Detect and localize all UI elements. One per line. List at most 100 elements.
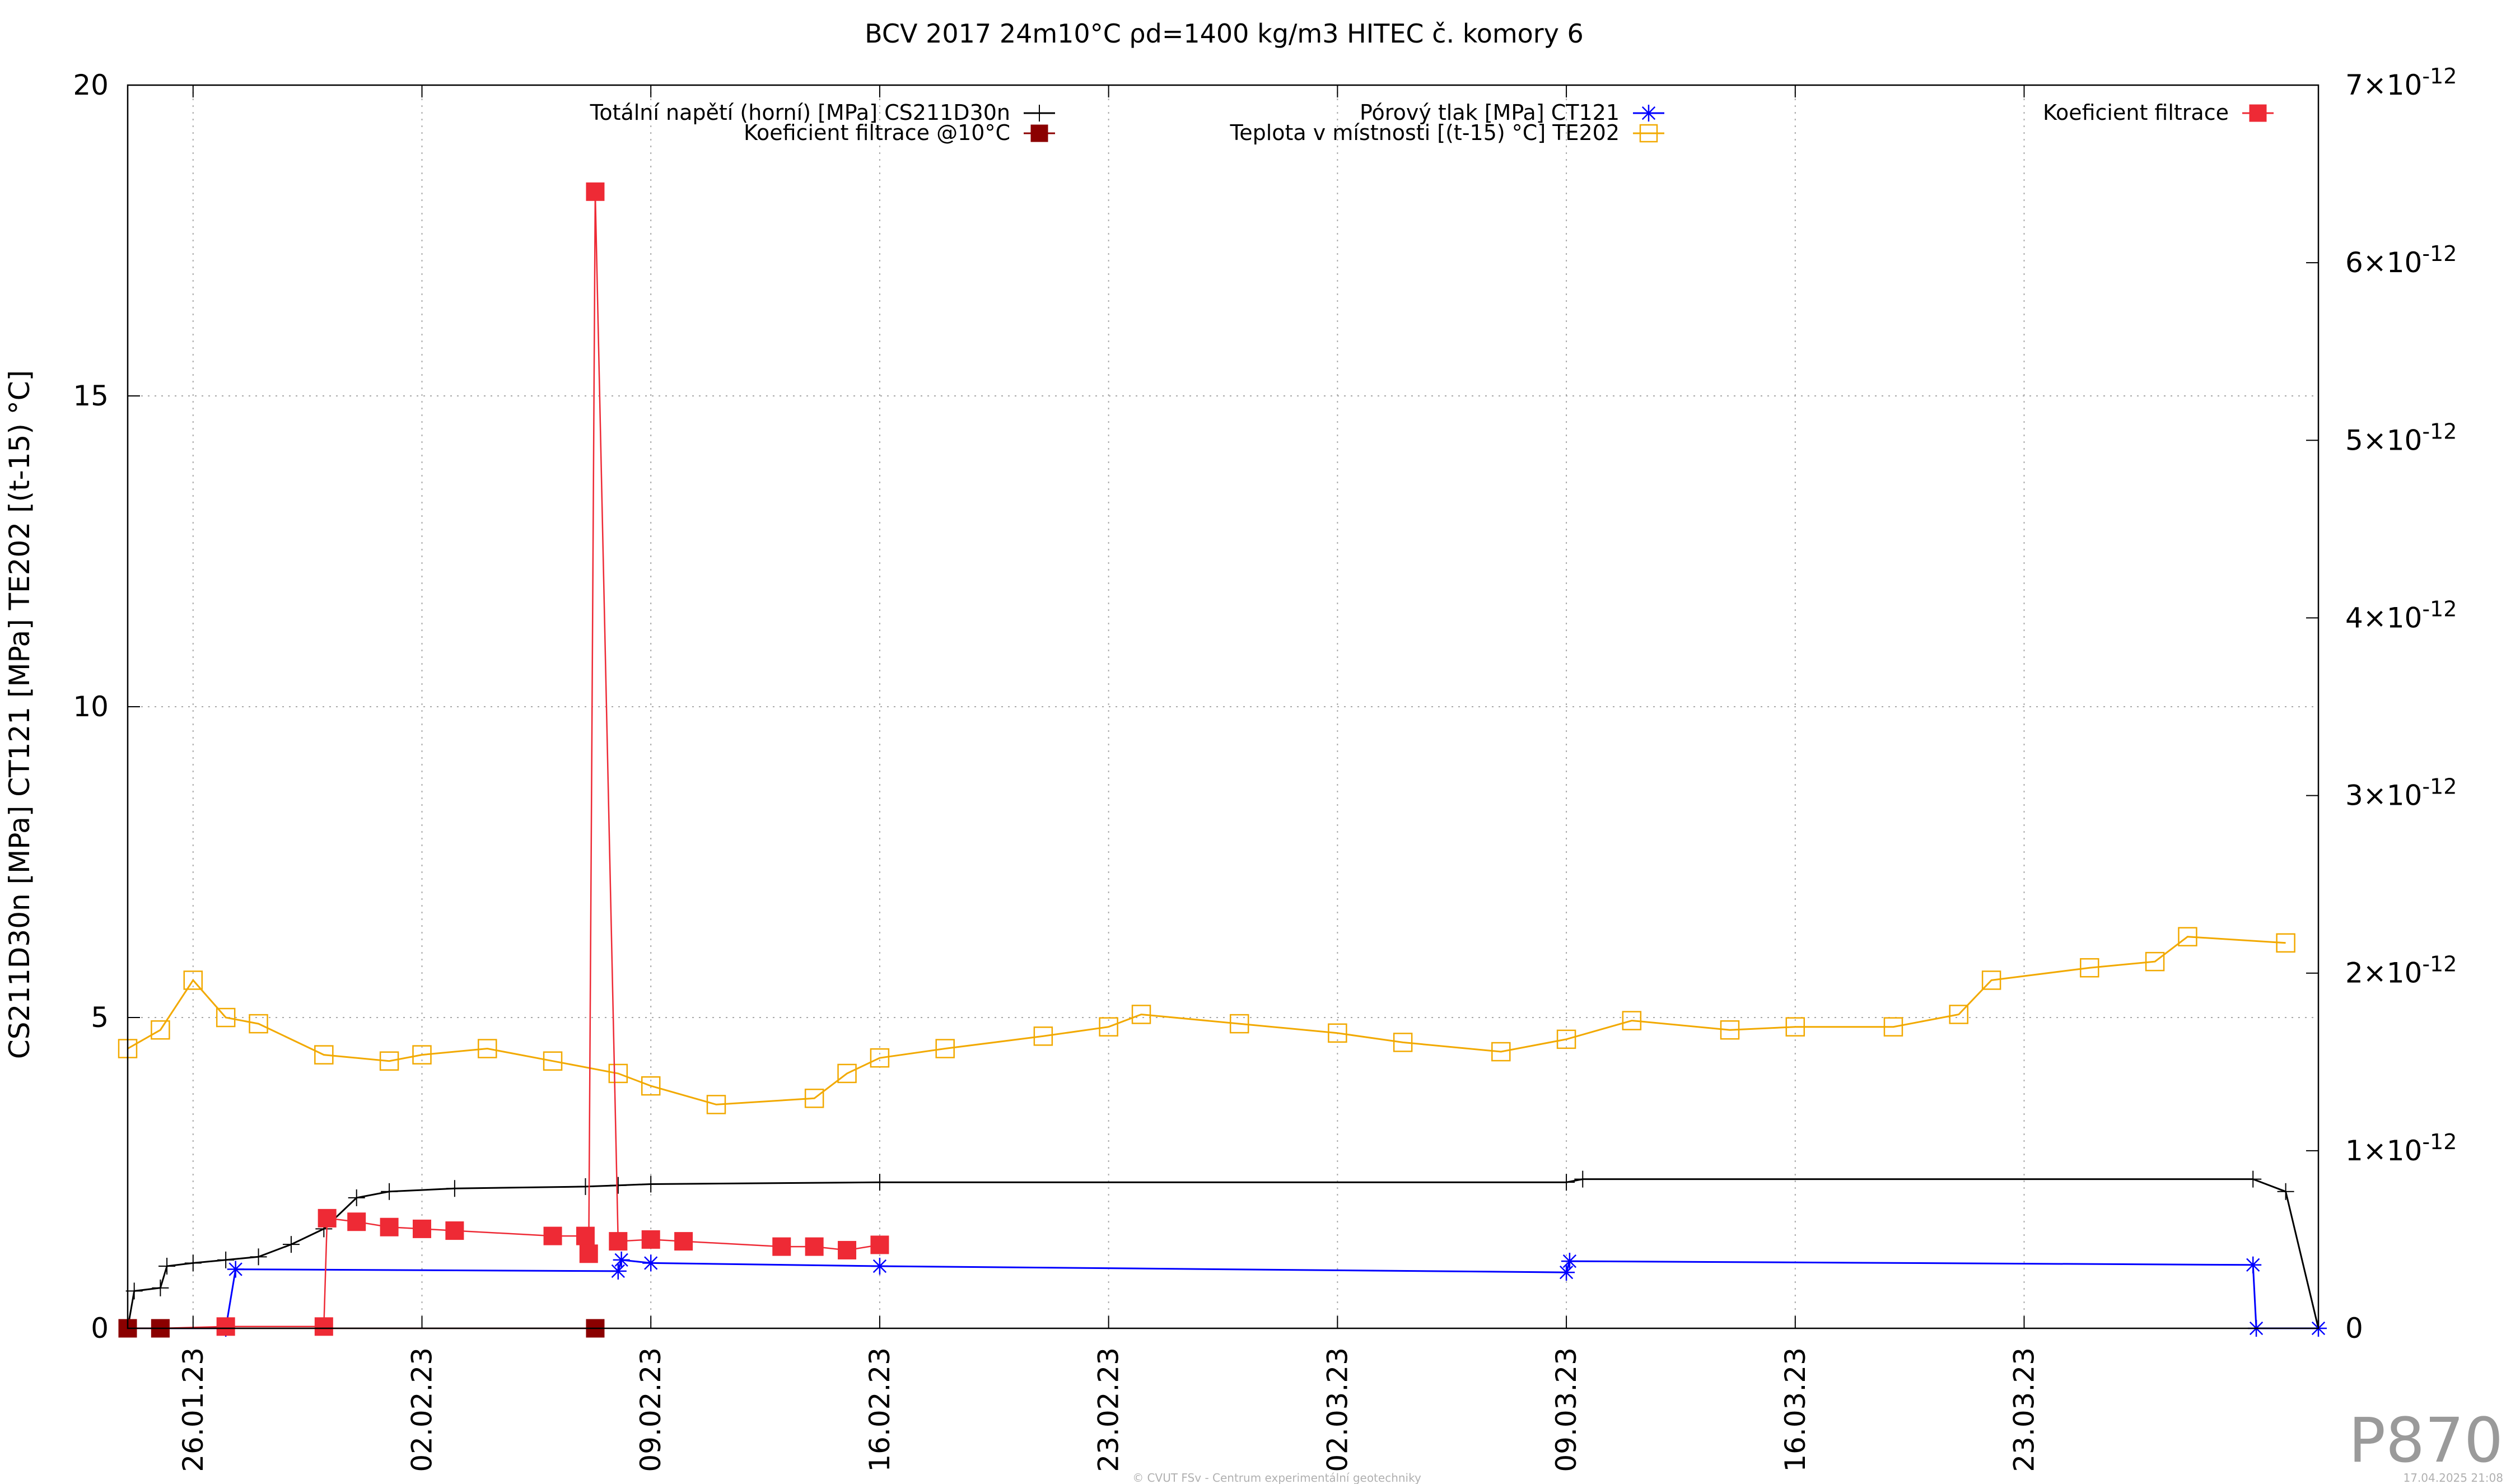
data-point (1785, 1017, 1805, 1037)
data-point (838, 1240, 857, 1259)
data-point (642, 1175, 660, 1193)
data-point (2080, 958, 2099, 978)
data-point (348, 1189, 365, 1206)
y2-tick-label: 5×10-12 (2345, 419, 2457, 456)
plot-frame (127, 84, 2320, 1329)
data-point (151, 1020, 170, 1040)
data-point (609, 1232, 628, 1251)
legend-entry: Teplota v místnosti [(t-15) °C] TE202 (1229, 120, 1664, 145)
data-point (2249, 104, 2267, 122)
data-point (935, 1039, 955, 1058)
y2-tick-label: 1×10-12 (2345, 1130, 2457, 1167)
y-tick-label: 20 (73, 69, 109, 101)
y-tick-label: 10 (73, 690, 109, 723)
data-point-d2 (1559, 1265, 1574, 1280)
data-point (125, 1282, 143, 1300)
data-point (1229, 1014, 1249, 1034)
data-point (871, 1258, 888, 1275)
legend-entry: Pórový tlak [MPa] CT121 (1360, 100, 1664, 125)
x-tick-label: 09.03.23 (1550, 1347, 1583, 1472)
data-point (1030, 124, 1048, 142)
data-point (412, 1219, 431, 1238)
legend-entry: Koeficient filtrace (2043, 100, 2274, 125)
x-tick-label: 23.03.23 (2008, 1347, 2041, 1472)
data-point (613, 1251, 630, 1268)
data-point (216, 1317, 235, 1336)
data-point (1883, 1017, 1903, 1037)
data-point-d2 (2246, 1258, 2260, 1272)
x-tick-label: 02.03.23 (1321, 1347, 1354, 1472)
data-point (543, 1226, 562, 1245)
data-point (543, 1051, 563, 1071)
data-point (2145, 951, 2165, 972)
data-point (380, 1217, 399, 1236)
data-point (183, 970, 203, 990)
data-point-d2 (644, 1256, 658, 1270)
y2-tick-label: 4×10-12 (2345, 596, 2457, 634)
data-point (478, 1039, 497, 1058)
page-code: P870 (2349, 1404, 2503, 1476)
legend: Koeficient filtrace Totální napětí (horní… (590, 100, 2274, 145)
data-point (1720, 1020, 1740, 1040)
data-point (314, 1045, 334, 1065)
data-point (1622, 1011, 1642, 1030)
data-point (641, 1076, 661, 1096)
y-tick-label: 15 (73, 380, 109, 412)
data-point (577, 1178, 594, 1195)
data-point (837, 1063, 857, 1084)
data-point-d2 (228, 1262, 242, 1276)
data-point (152, 1279, 169, 1296)
data-point (642, 1254, 660, 1272)
data-point (1328, 1023, 1347, 1043)
data-point-d2 (614, 1253, 628, 1267)
data-point (446, 1180, 463, 1197)
data-point (1981, 970, 2001, 990)
x-tick-label: 09.02.23 (634, 1347, 667, 1472)
data-point-d2 (872, 1259, 887, 1273)
y-tick-label: 5 (91, 1001, 109, 1034)
x-tick-label: 16.03.23 (1779, 1347, 1812, 1472)
data-point (1393, 1033, 1413, 1052)
data-point (227, 1261, 244, 1278)
data-point (249, 1014, 268, 1034)
data-point (314, 1317, 333, 1336)
data-point (1561, 1253, 1578, 1270)
series-line (127, 936, 2286, 1105)
data-point (381, 1183, 398, 1200)
data-point (2276, 933, 2295, 953)
data-point (772, 1237, 791, 1256)
data-point (282, 1236, 300, 1253)
data-point (609, 1177, 627, 1194)
series-layer (118, 182, 2327, 1338)
credit-note: © CVUT FSv - Centrum experimentální geot… (1132, 1471, 1421, 1484)
data-point (1574, 1170, 1592, 1188)
data-point (318, 1208, 337, 1228)
axes: 0 5 10 15 20 0 1×10-12 2×10-12 3×10-12 4×10-12 5×1… (73, 64, 2457, 1472)
legend-entry: Koeficient filtrace @10°C (744, 120, 1055, 145)
data-point (609, 1262, 627, 1280)
data-point (1558, 1264, 1575, 1281)
y2-tick-label: 3×10-12 (2345, 774, 2457, 812)
data-point (871, 1174, 888, 1191)
data-point (1131, 1005, 1151, 1024)
legend-label: Koeficient filtrace @10°C (744, 120, 1010, 145)
data-point (158, 1258, 176, 1275)
y2-tick-label: 0 (2345, 1312, 2363, 1345)
data-point (579, 1244, 598, 1263)
legend-label: Pórový tlak [MPa] CT121 (1360, 100, 1620, 125)
data-point (250, 1248, 267, 1266)
y2-tick-label: 2×10-12 (2345, 952, 2457, 990)
y-axis-label: CS211D30n [MPa] CT121 [MPa] TE202 [(t-15… (3, 370, 36, 1059)
data-point (216, 1007, 236, 1028)
data-point (1491, 1042, 1511, 1062)
series-2 (118, 927, 2295, 1114)
x-tick-label: 26.01.23 (177, 1347, 209, 1472)
series-line (128, 1259, 2318, 1329)
x-tick-label: 23.02.23 (1093, 1347, 1125, 1472)
data-point (1033, 1026, 1053, 1046)
data-point (1031, 105, 1048, 122)
data-point (576, 1226, 595, 1245)
chart-title: BCV 2017 24m10°C ρd=1400 kg/m3 HITEC č. … (865, 18, 1584, 49)
data-point (1099, 1017, 1118, 1037)
